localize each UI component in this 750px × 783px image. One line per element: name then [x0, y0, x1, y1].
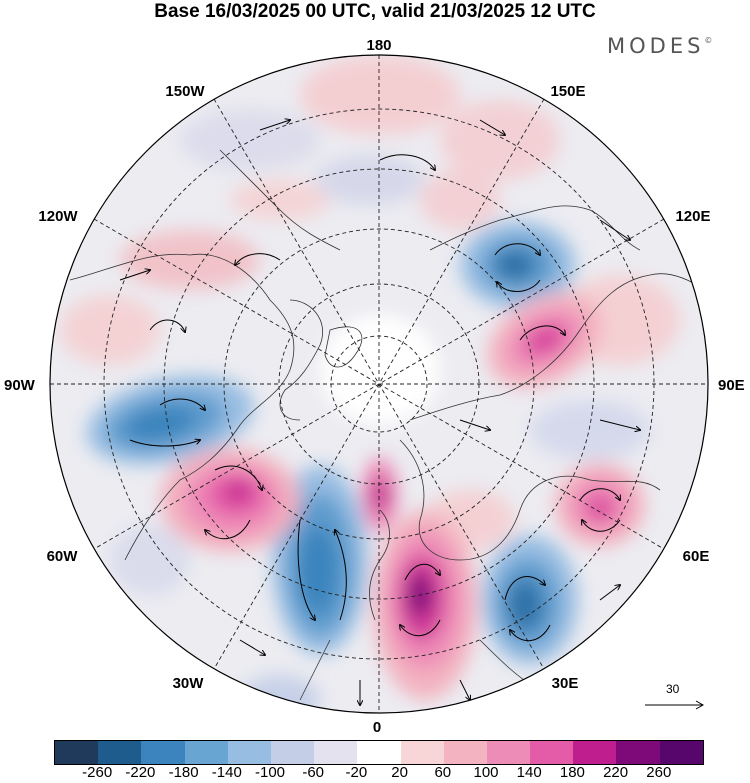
modes-logo: MODES©	[607, 34, 712, 58]
lon-label-0: 0	[373, 719, 381, 736]
reference-vector-label: 30	[666, 682, 680, 696]
lon-label-150e: 150E	[550, 83, 585, 100]
globe-outline	[49, 54, 709, 714]
reference-vector: 30	[644, 682, 706, 716]
right-arrow-icon	[645, 700, 705, 710]
graticule	[50, 55, 708, 713]
colorbar-tick-label: 100	[473, 764, 499, 781]
lon-label-180: 180	[366, 37, 391, 54]
colorbar-bin	[270, 741, 315, 764]
colorbar-tick-label: 180	[559, 764, 585, 781]
colorbar-tick-label: 220	[603, 764, 629, 781]
logo-text: MODES	[607, 34, 705, 58]
colorbar-tick-label: -20	[345, 764, 368, 781]
colorbar-bin	[486, 741, 531, 764]
colorbar-tick-label: -220	[125, 764, 156, 781]
copyright-mark: ©	[704, 36, 713, 45]
colorbar-bin	[227, 741, 271, 764]
colorbar-bin	[184, 741, 228, 764]
colorbar-ticks: -260 -220 -180 -140 -100 -60 -20 20 60 100 140 180 2…	[54, 764, 702, 783]
colorbar-tick-label: -140	[211, 764, 242, 781]
colorbar-bin	[400, 741, 444, 764]
colorbar-tick-label: 20	[391, 764, 408, 781]
colorbar-tick-label: 140	[516, 764, 542, 781]
colorbar-tick-label: -60	[302, 764, 325, 781]
colorbar-tick-label: 260	[646, 764, 672, 781]
anomaly-field	[50, 55, 708, 713]
lon-label-60e: 60E	[683, 548, 710, 565]
colorbar-bin	[314, 741, 358, 764]
colorbar-bin	[573, 741, 617, 764]
wind-vectors	[119, 120, 640, 705]
colorbar-tick-label: -260	[82, 764, 113, 781]
colorbar-bin	[616, 741, 660, 764]
lon-label-150w: 150W	[165, 83, 205, 100]
colorbar-bin	[55, 741, 99, 764]
colorbar-tick-label: -100	[254, 764, 286, 781]
colorbar-bin	[443, 741, 487, 764]
lon-label-120w: 120W	[38, 208, 78, 225]
lon-label-30w: 30W	[173, 675, 205, 692]
polar-map: 180 0 90W 90E 150W 150E 120W 120E 60W 60…	[4, 37, 745, 736]
lon-label-30e: 30E	[552, 675, 579, 692]
colorbar-bin	[357, 741, 401, 764]
colorbar	[54, 740, 704, 765]
colorbar-tick-label: -180	[168, 764, 199, 781]
lon-label-60w: 60W	[47, 548, 79, 565]
lon-label-90e: 90E	[718, 377, 745, 394]
colorbar-bin	[530, 741, 574, 764]
colorbar-tick-label: 60	[434, 764, 452, 781]
colorbar-bin	[141, 741, 185, 764]
colorbar-bin	[659, 741, 703, 764]
colorbar-bin	[98, 741, 142, 764]
lon-label-90w: 90W	[4, 377, 36, 394]
map-title: Base 16/03/2025 00 UTC, valid 21/03/2025…	[154, 1, 596, 22]
lon-label-120e: 120E	[675, 208, 710, 225]
